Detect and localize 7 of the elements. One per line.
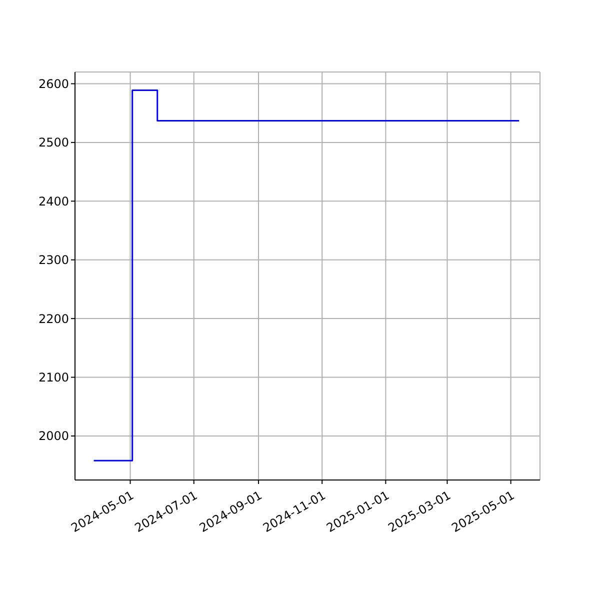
y-tick-label: 2600 [38,77,69,91]
y-tick-label: 2200 [38,312,69,326]
y-tick-label: 2000 [38,429,69,444]
y-tick-label: 2100 [38,370,69,385]
y-tick-label: 2300 [38,253,69,268]
y-tick-label: 2400 [38,194,69,208]
y-tick-label: 2500 [38,136,69,150]
